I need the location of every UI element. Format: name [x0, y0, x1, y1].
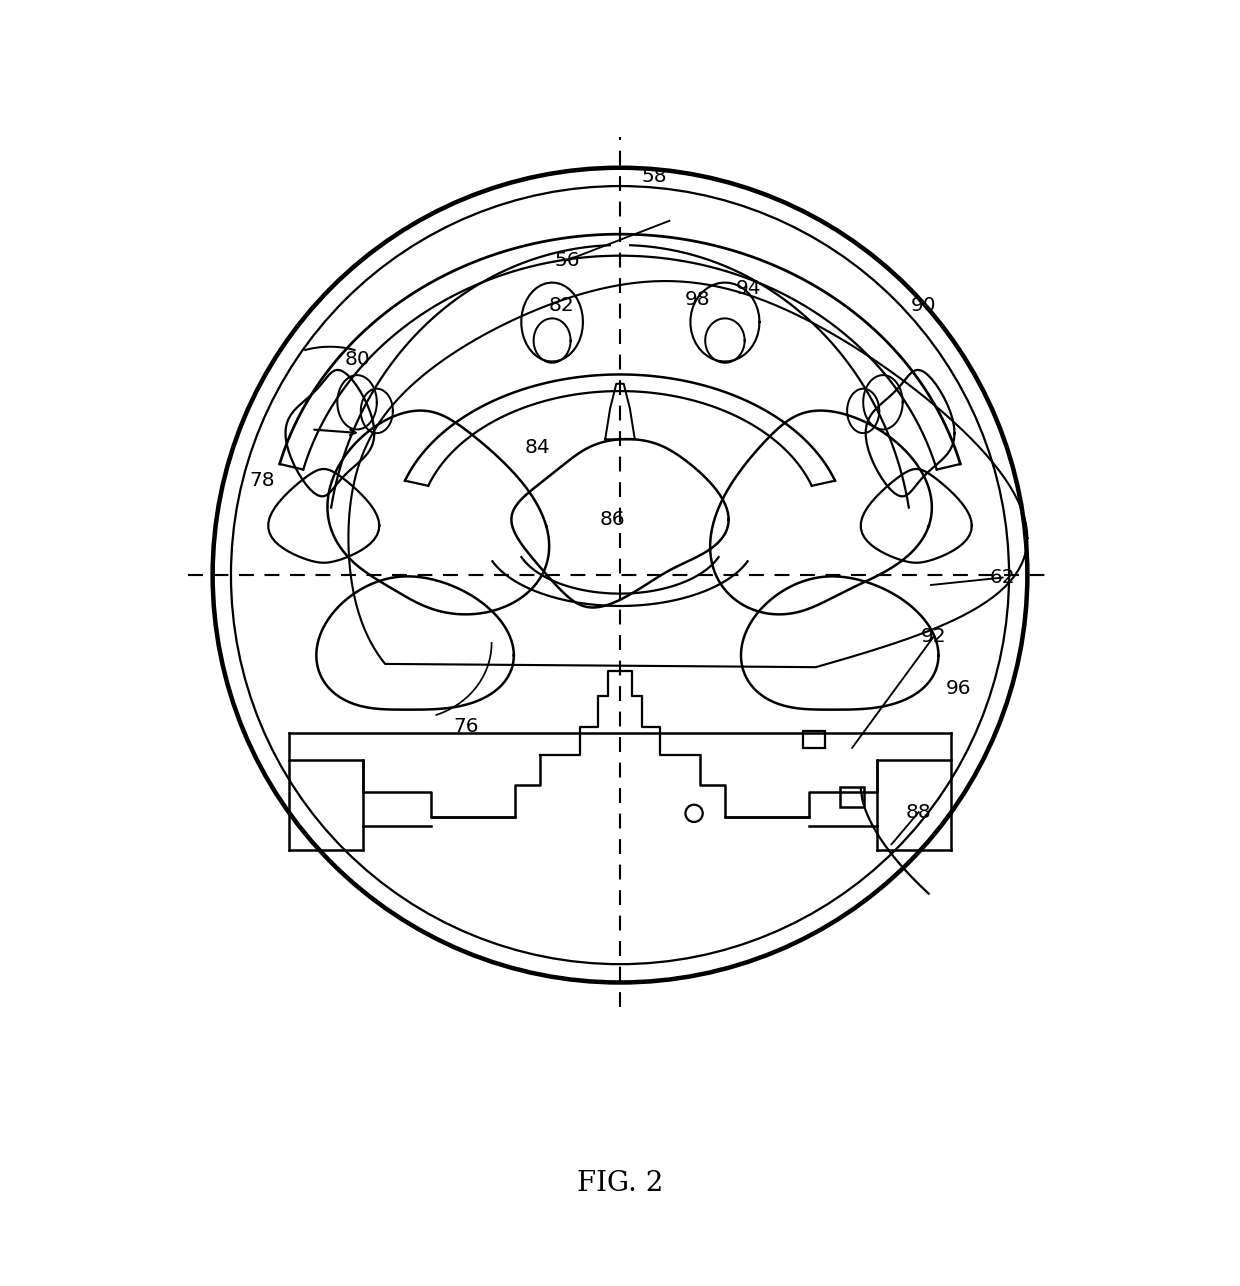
Text: 62: 62	[990, 568, 1016, 588]
Text: 78: 78	[249, 471, 275, 490]
Text: 84: 84	[525, 439, 551, 458]
Text: 98: 98	[684, 291, 711, 310]
Text: 58: 58	[642, 167, 667, 186]
Text: 80: 80	[345, 350, 370, 369]
Text: 76: 76	[453, 718, 479, 737]
Bar	[839, 787, 864, 808]
Text: 82: 82	[549, 297, 575, 315]
Text: 86: 86	[600, 511, 625, 529]
Text: 88: 88	[906, 802, 931, 822]
Text: 96: 96	[945, 679, 971, 698]
Text: 94: 94	[735, 279, 761, 298]
Text: 56: 56	[554, 251, 579, 270]
Text: 90: 90	[911, 297, 936, 315]
Text: FIG. 2: FIG. 2	[577, 1170, 663, 1197]
Text: 92: 92	[921, 628, 946, 647]
Bar	[802, 730, 825, 748]
